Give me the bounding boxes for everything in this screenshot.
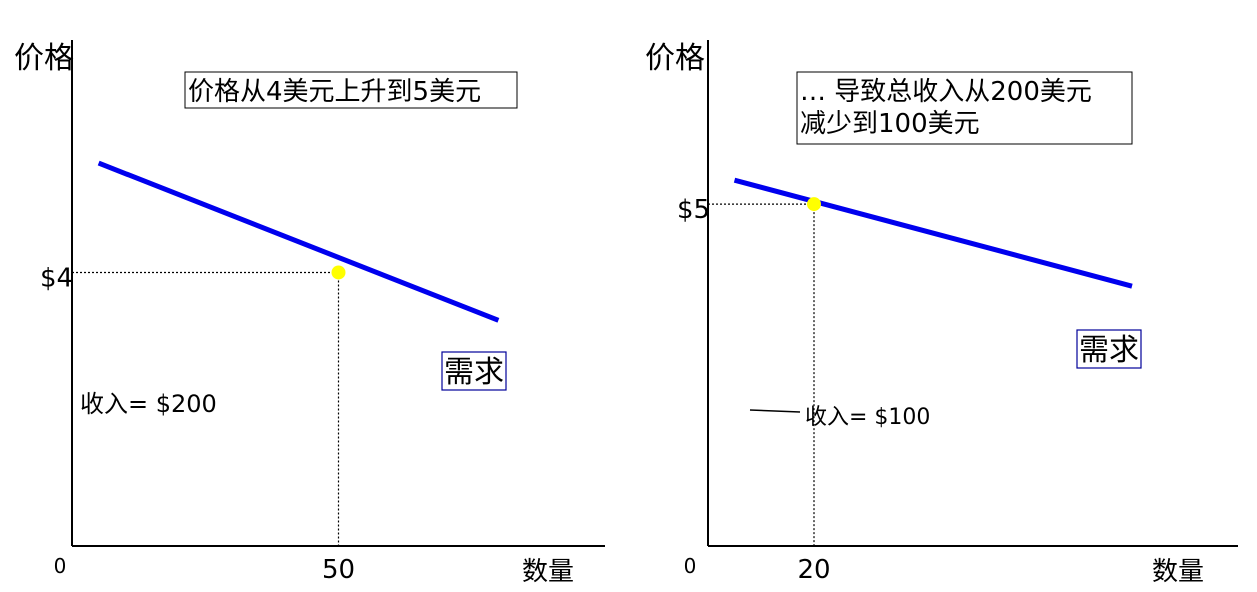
y-axis-label: 价格 — [14, 41, 74, 76]
demand-curve — [733, 177, 1133, 289]
demand-label: 需求 — [444, 355, 504, 390]
origin-label: 0 — [54, 554, 67, 578]
callout-box — [184, 71, 518, 109]
y-axis-label: 价格 — [645, 41, 705, 76]
x-tick-label: 20 — [797, 555, 830, 585]
callout-text: 价格从4美元上升到5美元 — [188, 77, 481, 107]
revenue-annotation: 收入= $100 — [805, 405, 930, 430]
x-tick-label: 50 — [322, 555, 355, 585]
origin-label: 0 — [684, 554, 697, 578]
y-tick-label: $5 — [677, 195, 710, 225]
demand-label-box — [1076, 329, 1142, 369]
equilibrium-point — [331, 265, 346, 280]
equilibrium-point — [807, 197, 821, 212]
demand-curve — [97, 160, 500, 323]
demand-label: 需求 — [1079, 333, 1139, 368]
x-axis-label: 数量 — [522, 557, 574, 587]
annotation-leader-line — [749, 409, 801, 413]
callout-box — [796, 71, 1133, 145]
revenue-annotation: 收入= $200 — [80, 390, 217, 418]
callout-text: … 导致总收入从200美元 — [800, 77, 1092, 107]
x-axis-label: 数量 — [1152, 557, 1204, 587]
y-tick-label: $4 — [40, 263, 73, 293]
demand-label-box — [441, 351, 507, 391]
callout-text: 减少到100美元 — [800, 109, 980, 139]
